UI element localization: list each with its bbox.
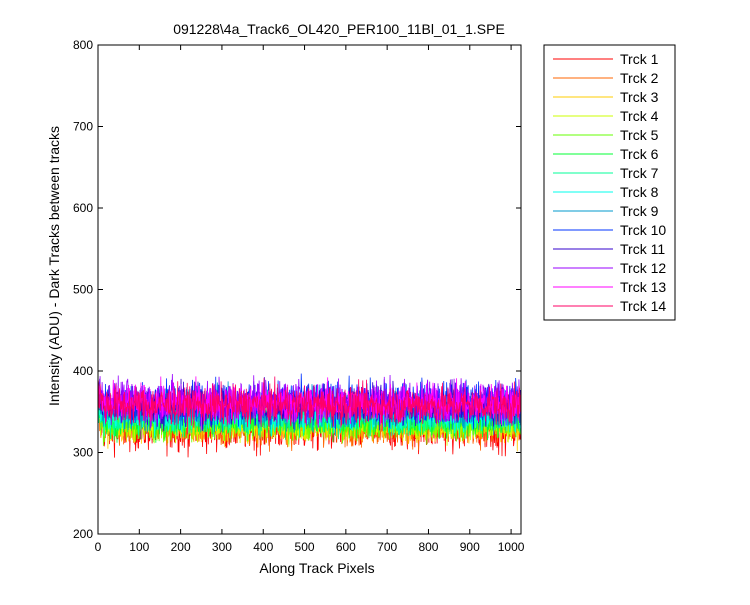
x-axis-label: Along Track Pixels bbox=[259, 560, 374, 576]
legend-label: Trck 14 bbox=[620, 298, 666, 314]
x-tick-label: 600 bbox=[336, 540, 356, 554]
x-axis: 0 100 200 300 400 500 600 700 800 900 1000 bbox=[95, 45, 525, 554]
legend-items: Trck 1 Trck 2 Trck 3 Trck 4 Trck 5 Trck 6 Trck… bbox=[553, 51, 666, 314]
legend-label: Trck 2 bbox=[620, 70, 659, 86]
series-line-trck-14 bbox=[98, 376, 521, 435]
x-tick-label: 1000 bbox=[498, 540, 525, 554]
plot-background bbox=[98, 45, 521, 534]
y-tick-label: 200 bbox=[73, 527, 93, 541]
x-tick-label: 500 bbox=[295, 540, 315, 554]
x-tick-label: 300 bbox=[212, 540, 232, 554]
chart-title: 091228\4a_Track6_OL420_PER100_11Bl_01_1.… bbox=[173, 21, 505, 37]
legend-label: Trck 6 bbox=[620, 146, 659, 162]
series-layer bbox=[98, 373, 521, 458]
y-axis: 200 300 400 500 600 700 800 bbox=[73, 38, 521, 541]
x-tick-label: 100 bbox=[129, 540, 149, 554]
legend-label: Trck 7 bbox=[620, 165, 659, 181]
legend-label: Trck 12 bbox=[620, 260, 666, 276]
y-tick-label: 300 bbox=[73, 446, 93, 460]
x-tick-label: 800 bbox=[418, 540, 438, 554]
legend-label: Trck 3 bbox=[620, 89, 659, 105]
x-tick-label: 700 bbox=[377, 540, 397, 554]
x-tick-label: 400 bbox=[253, 540, 273, 554]
y-tick-label: 500 bbox=[73, 283, 93, 297]
legend-label: Trck 1 bbox=[620, 51, 659, 67]
y-tick-label: 600 bbox=[73, 201, 93, 215]
legend-label: Trck 11 bbox=[620, 241, 665, 257]
y-tick-label: 700 bbox=[73, 120, 93, 134]
y-tick-label: 800 bbox=[73, 38, 93, 52]
legend-label: Trck 10 bbox=[620, 222, 666, 238]
legend-box bbox=[543, 44, 676, 321]
x-tick-label: 900 bbox=[460, 540, 480, 554]
legend-label: Trck 5 bbox=[620, 127, 659, 143]
x-tick-label: 0 bbox=[95, 540, 102, 554]
legend-label: Trck 9 bbox=[620, 203, 659, 219]
legend-label: Trck 13 bbox=[620, 279, 666, 295]
legend-label: Trck 8 bbox=[620, 184, 659, 200]
legend-label: Trck 4 bbox=[620, 108, 659, 124]
y-tick-label: 400 bbox=[73, 364, 93, 378]
y-axis-label: Intensity (ADU) - Dark Tracks between tr… bbox=[46, 126, 62, 406]
legend: Trck 1 Trck 2 Trck 3 Trck 4 Trck 5 Trck 6 Trck… bbox=[543, 44, 676, 321]
x-tick-label: 200 bbox=[171, 540, 191, 554]
